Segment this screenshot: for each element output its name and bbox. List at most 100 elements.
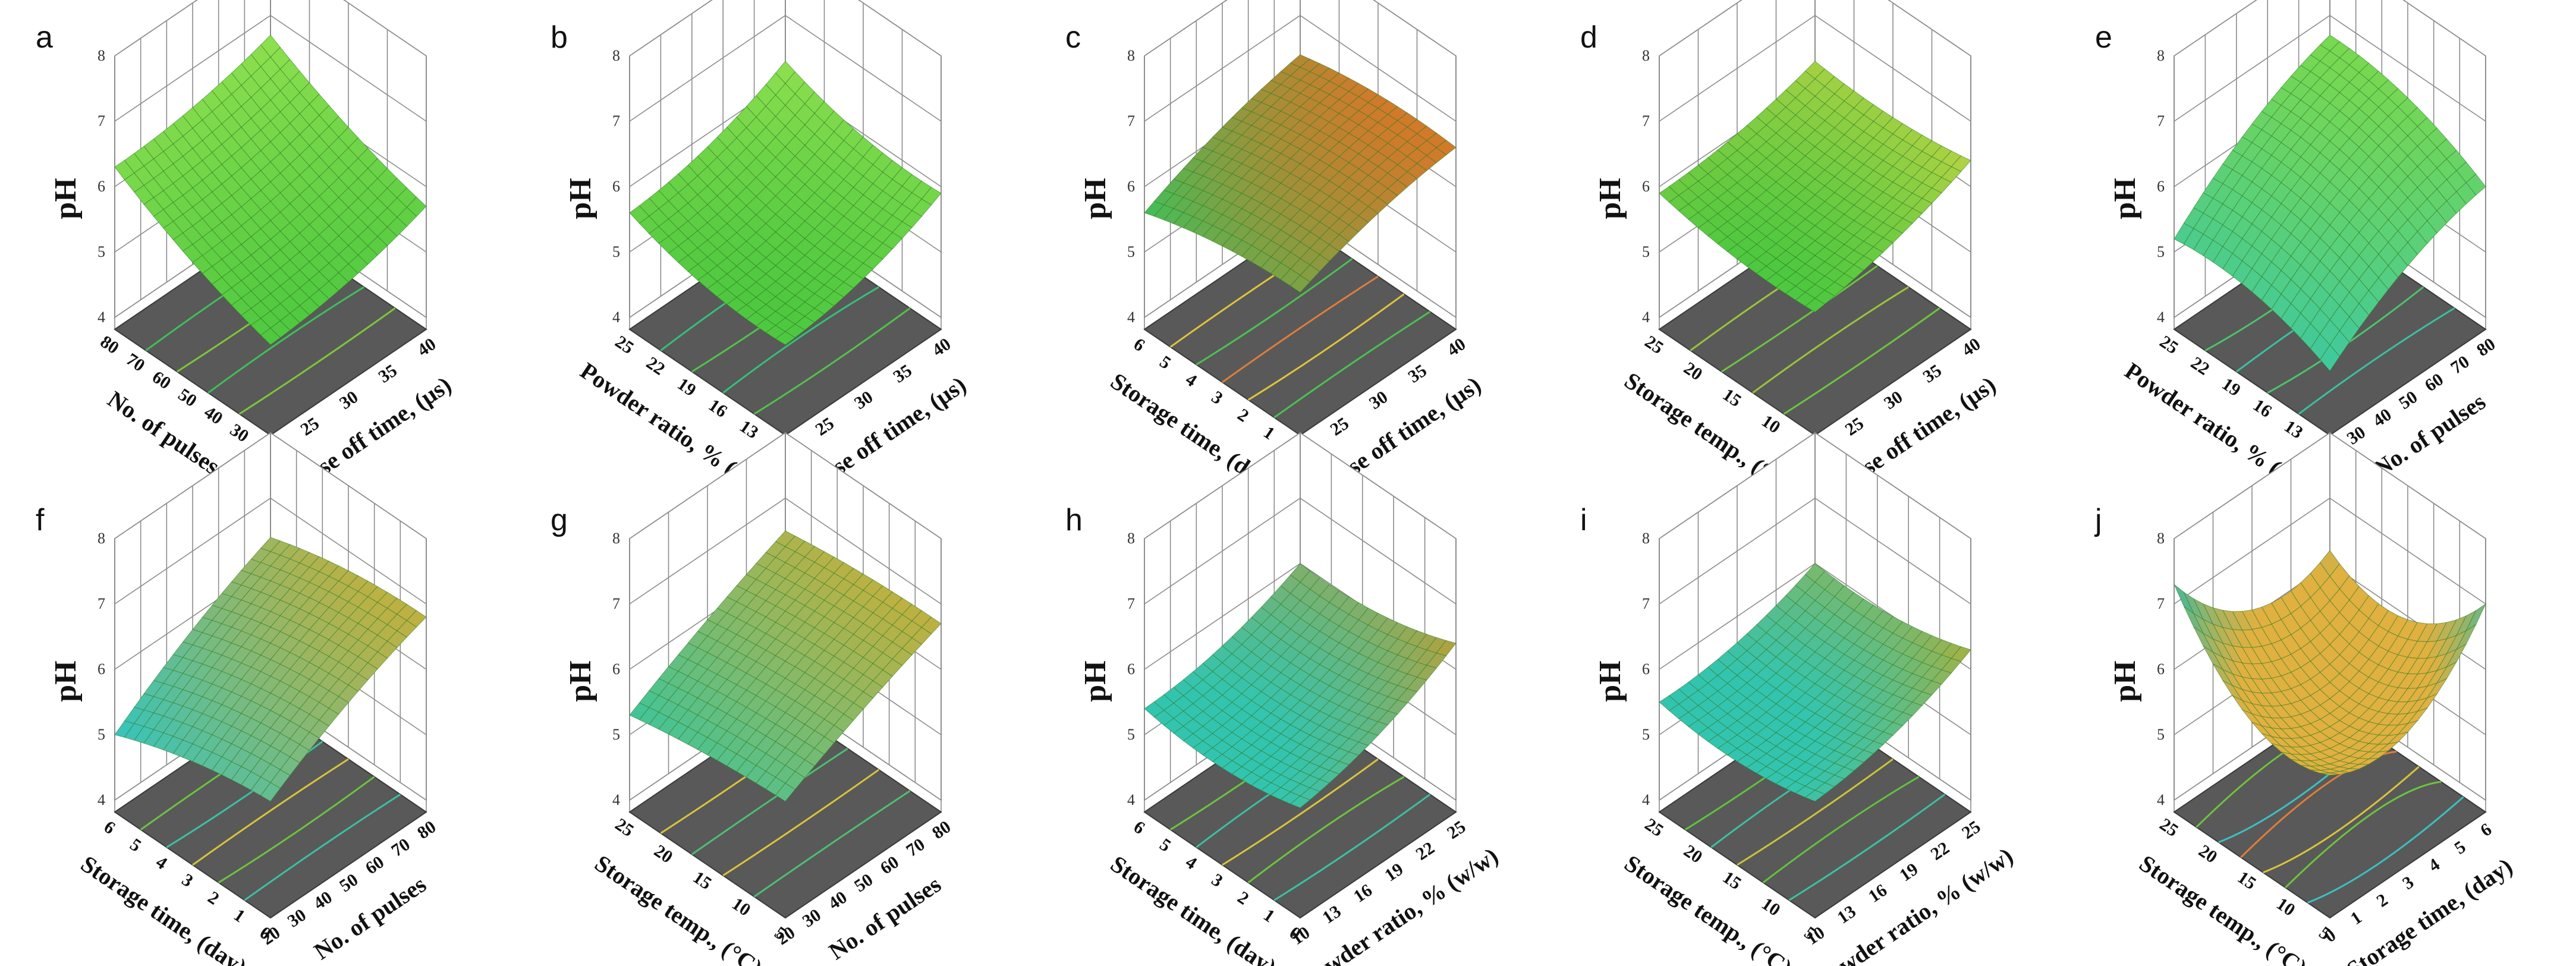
contour-line [1737,758,1894,866]
panel-e: 45678pH20304050607080252219161310No. of … [2095,0,2499,508]
y-tick-label: 1 [1260,905,1278,927]
z-tick-label: 7 [1642,595,1650,612]
x-axis-title: No. of pulses [309,871,431,965]
z-tick-label: 4 [1127,791,1135,808]
y-tick-label: 60 [149,367,174,393]
y-tick-label: 25 [2156,814,2182,841]
surface-cell [2320,772,2340,776]
z-tick-label: 4 [1642,791,1650,808]
z-tick-label: 8 [1127,530,1135,547]
panel-letter: g [551,503,568,537]
contour-line [1788,794,1946,901]
z-tick-label: 8 [612,47,620,64]
x-tick-label: 25 [812,414,838,440]
x-tick-label: 40 [2369,405,2395,431]
z-axis-label: pH [2108,660,2142,701]
z-tick-label: 5 [2157,243,2165,260]
z-tick-label: 5 [1642,243,1650,260]
x-tick-label: 80 [414,817,439,843]
y-tick-label: 22 [2187,353,2213,379]
panel-letter: e [2095,20,2112,55]
x-tick-label: 5 [2451,837,2470,858]
contour-line [753,307,911,415]
y-tick-label: 6 [1130,817,1149,838]
y-tick-label: 80 [97,332,122,358]
contour-line [218,776,375,883]
y-tick-label: 19 [674,374,699,400]
y-tick-label: 10 [1758,411,1784,438]
contour-line [1196,258,1353,366]
z-tick-label: 6 [2157,178,2165,195]
z-axis-label: pH [1593,178,1627,219]
z-tick-label: 6 [612,178,620,195]
z-tick-label: 7 [2157,595,2165,612]
x-tick-label: 6 [2477,819,2495,841]
x-tick-label: 50 [336,870,361,896]
contour-line [722,769,880,877]
panel-letter: j [2094,503,2102,537]
z-axis-label: pH [49,660,83,701]
contour-line [1273,794,1431,901]
x-tick-label: 60 [362,852,388,878]
y-tick-label: 3 [178,870,197,891]
x-tick-label: 22 [1413,838,1438,864]
y-tick-label: 50 [175,385,200,411]
z-tick-label: 6 [97,178,105,195]
y-tick-label: 25 [2156,332,2182,358]
y-tick-label: 30 [227,420,252,446]
contour-line [2298,307,2455,415]
surface-cell [1289,795,1311,808]
x-tick-label: 70 [2447,352,2473,378]
response-surface [114,537,427,802]
y-tick-label: 1 [230,905,249,927]
contour-line [238,307,396,415]
z-tick-label: 4 [612,791,620,808]
surface-cell [1804,298,1826,313]
y-tick-label: 10 [728,894,754,920]
y-tick-label: 25 [1641,332,1667,358]
response-surface [629,61,942,345]
contour-line [2307,796,2464,904]
z-tick-label: 6 [612,660,620,678]
y-tick-label: 5 [127,835,145,856]
x-tick-label: 70 [388,835,413,861]
x-tick-label: 40 [825,888,850,914]
x-axis-title: No. of pulses [2369,388,2490,482]
y-axis-title: No. of pulses [103,386,225,480]
y-tick-label: 16 [2250,395,2275,421]
response-surface [1144,563,1457,808]
contour-line [207,286,364,394]
x-tick-label: 60 [2421,369,2447,395]
y-tick-label: 19 [2218,374,2244,400]
y-tick-label: 6 [1130,334,1149,355]
z-tick-label: 7 [2157,112,2165,130]
x-tick-label: 25 [297,414,323,440]
x-tick-label: 40 [414,334,439,360]
z-axis-label: pH [564,660,597,701]
surface-cell [775,782,796,802]
contour-line [1247,293,1405,401]
x-tick-label: 30 [1366,387,1391,413]
z-tick-label: 5 [1127,726,1135,743]
x-tick-label: 40 [310,888,335,914]
x-tick-label: 80 [929,817,954,843]
x-tick-label: 35 [1920,361,1945,387]
contour-line [2263,766,2420,874]
y-tick-label: 20 [1680,841,1706,867]
z-tick-label: 5 [97,243,105,260]
z-tick-label: 7 [1642,112,1650,130]
x-tick-label: 40 [1443,334,1469,360]
y-tick-label: 3 [1208,870,1226,891]
x-tick-label: 70 [902,835,928,861]
x-tick-label: 13 [1319,901,1344,927]
x-tick-label: 22 [1927,838,1953,864]
y-tick-label: 25 [612,332,637,358]
z-tick-label: 4 [2157,309,2165,326]
contour-line [722,286,879,394]
y-tick-label: 5 [1156,352,1175,373]
contour-line [1762,776,1920,883]
